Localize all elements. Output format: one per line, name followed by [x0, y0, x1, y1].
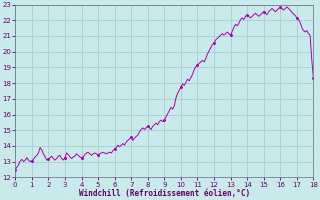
X-axis label: Windchill (Refroidissement éolien,°C): Windchill (Refroidissement éolien,°C) — [79, 189, 250, 198]
